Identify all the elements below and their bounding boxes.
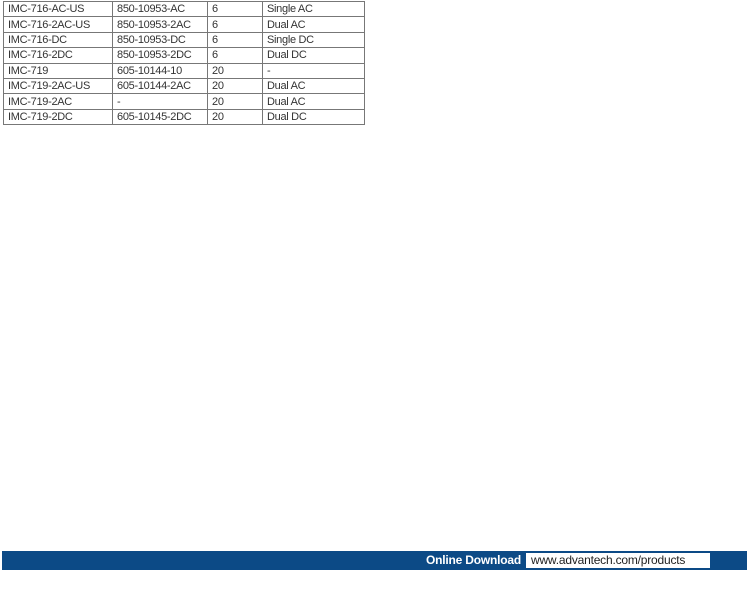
table-cell: Dual DC <box>262 47 365 64</box>
table-cell: Single AC <box>262 0 365 18</box>
product-table: IMC-716-AC-US 850-10953-AC 6 Single AC IMC-7… <box>3 0 365 126</box>
table-cell: 6 <box>207 31 263 49</box>
table-cell: - <box>112 93 208 110</box>
table-row: IMC-719-2DC 605-10145-2DC 20 Dual DC <box>3 108 365 126</box>
table-cell: IMC-719-2AC-US <box>3 77 113 95</box>
table-cell: 605-10144-2AC <box>112 77 208 95</box>
table-row: IMC-716-AC-US 850-10953-AC 6 Single AC <box>3 0 365 18</box>
table-row: IMC-716-2AC-US 850-10953-2AC 6 Dual AC <box>3 16 365 33</box>
table-cell: 605-10145-2DC <box>112 108 208 126</box>
table-cell: 850-10953-2DC <box>112 47 208 64</box>
download-url-link[interactable]: www.advantech.com/products <box>526 553 710 568</box>
table-row: IMC-716-DC 850-10953-DC 6 Single DC <box>3 31 365 49</box>
online-download-label: Online Download <box>426 553 521 567</box>
table-cell: 850-10953-2AC <box>112 16 208 33</box>
table-cell: IMC-719-2AC <box>3 93 113 110</box>
table-row: IMC-719-2AC-US 605-10144-2AC 20 Dual AC <box>3 77 365 95</box>
table-cell: - <box>262 62 365 79</box>
table-cell: IMC-719 <box>3 62 113 79</box>
table-cell: 20 <box>207 108 263 126</box>
table-cell: 850-10953-DC <box>112 31 208 49</box>
table-cell: 6 <box>207 47 263 64</box>
table-cell: IMC-716-DC <box>3 31 113 49</box>
table-cell: IMC-716-AC-US <box>3 0 113 18</box>
table-cell: 6 <box>207 16 263 33</box>
table-cell: 20 <box>207 62 263 79</box>
table-cell: 20 <box>207 93 263 110</box>
table-cell: Dual AC <box>262 77 365 95</box>
table-cell: 6 <box>207 0 263 18</box>
table-cell: 605-10144-10 <box>112 62 208 79</box>
table-cell: Dual DC <box>262 108 365 126</box>
table-cell: Dual AC <box>262 93 365 110</box>
footer-bar: Online Download www.advantech.com/produc… <box>2 551 747 570</box>
table-cell: 850-10953-AC <box>112 0 208 18</box>
table-cell: Single DC <box>262 31 365 49</box>
table-cell: Dual AC <box>262 16 365 33</box>
table-cell: IMC-719-2DC <box>3 108 113 126</box>
table-cell: 20 <box>207 77 263 95</box>
table-cell: IMC-716-2DC <box>3 47 113 64</box>
table-row: IMC-719-2AC -20 Dual AC <box>3 93 365 110</box>
table-cell: IMC-716-2AC-US <box>3 16 113 33</box>
table-row: IMC-716-2DC 850-10953-2DC 6 Dual DC <box>3 47 365 64</box>
table-row: IMC-719 605-10144-10 20- <box>3 62 365 79</box>
